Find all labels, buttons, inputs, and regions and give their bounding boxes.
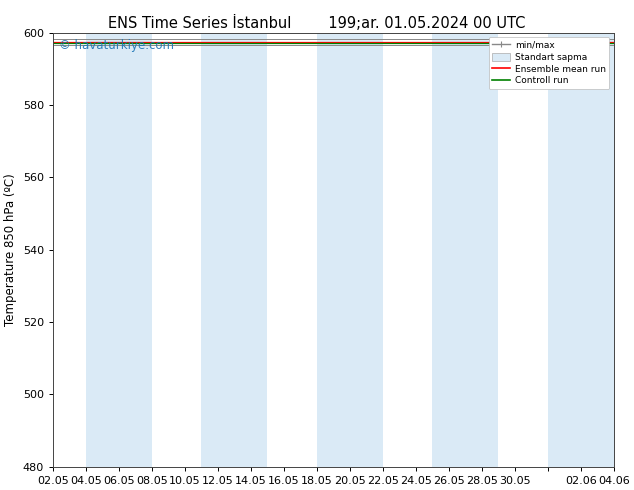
Bar (86, 33, 152, 467)
Bar (202, 33, 268, 467)
Text: ENS Time Series İstanbul        199;ar. 01.05.2024 00 UTC: ENS Time Series İstanbul 199;ar. 01.05.2… (108, 15, 526, 31)
Y-axis label: Temperature 850 hPa (ºC): Temperature 850 hPa (ºC) (4, 173, 17, 326)
Bar (432, 33, 498, 467)
Text: © havaturkiye.com: © havaturkiye.com (58, 39, 174, 52)
Legend: min/max, Standart sapma, Ensemble mean run, Controll run: min/max, Standart sapma, Ensemble mean r… (489, 37, 609, 89)
Bar (317, 33, 383, 467)
Bar (548, 33, 614, 467)
